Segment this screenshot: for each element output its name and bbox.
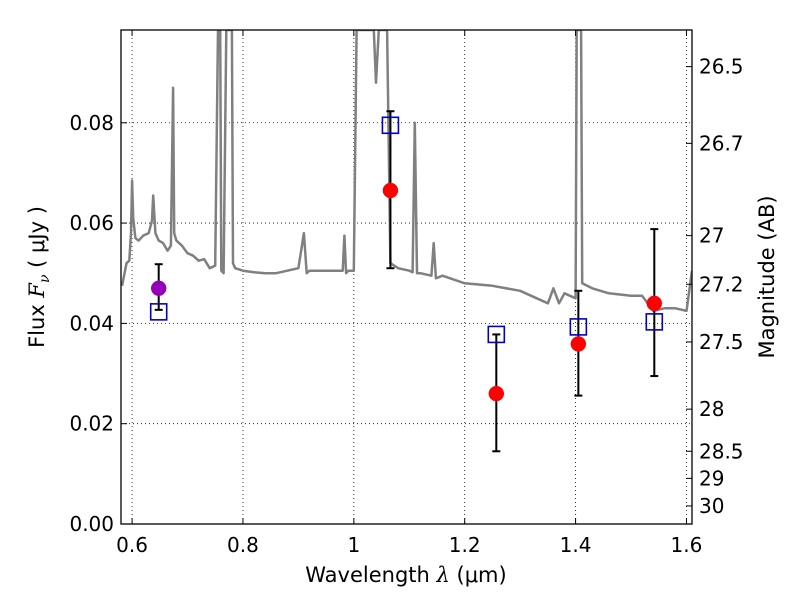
- right-tick-label: 26.5: [699, 55, 744, 79]
- x-tick-label: 1: [347, 533, 360, 557]
- y-axis-label-left: Flux Fν ( μJy ): [25, 206, 53, 348]
- spectrum-layer: [121, 30, 692, 313]
- axis-ticks: 0.6 0.8 1 1.2 1.4 1.6 0.00 0.02 0.04 0.06 0.08 26.5…: [69, 30, 744, 557]
- data-points-layer: [149, 110, 664, 453]
- right-tick-label: 27.2: [699, 272, 744, 296]
- right-tick-label: 28.5: [699, 439, 744, 463]
- model-square-point: [149, 303, 168, 321]
- grid-lines: [121, 30, 692, 524]
- observed-point: [488, 385, 505, 402]
- y-tick-label: 0.00: [69, 512, 114, 536]
- y-axis-label-right: Magnitude (AB): [755, 195, 779, 358]
- observed-point: [570, 336, 587, 352]
- y-tick-label: 0.08: [69, 111, 114, 135]
- right-tick-label: 29: [699, 466, 724, 490]
- right-tick-label: 28: [699, 397, 724, 421]
- observed-point: [382, 182, 399, 199]
- x-axis-label: Wavelength λ (μm): [305, 563, 506, 587]
- plot-frame: [120, 29, 693, 525]
- observed-point: [646, 295, 663, 312]
- model-square-point: [381, 116, 400, 135]
- right-tick-label: 27: [699, 224, 724, 248]
- model-square-point: [487, 325, 506, 344]
- right-tick-label: 27.5: [699, 330, 744, 354]
- model-square-point: [645, 313, 664, 331]
- right-tick-label: 26.7: [699, 131, 744, 155]
- right-tick-label: 30: [699, 494, 724, 518]
- x-tick-label: 1.4: [560, 533, 592, 557]
- y-tick-label: 0.02: [69, 412, 114, 436]
- y-tick-label: 0.04: [69, 311, 114, 335]
- x-tick-label: 1.6: [671, 533, 703, 557]
- x-tick-label: 1.2: [449, 533, 481, 557]
- model-square-point: [569, 318, 588, 336]
- observed-point: [150, 280, 167, 297]
- y-tick-label: 0.06: [69, 211, 114, 235]
- x-tick-label: 0.6: [116, 533, 148, 557]
- spectrum-line: [121, 30, 692, 313]
- x-tick-label: 0.8: [227, 533, 259, 557]
